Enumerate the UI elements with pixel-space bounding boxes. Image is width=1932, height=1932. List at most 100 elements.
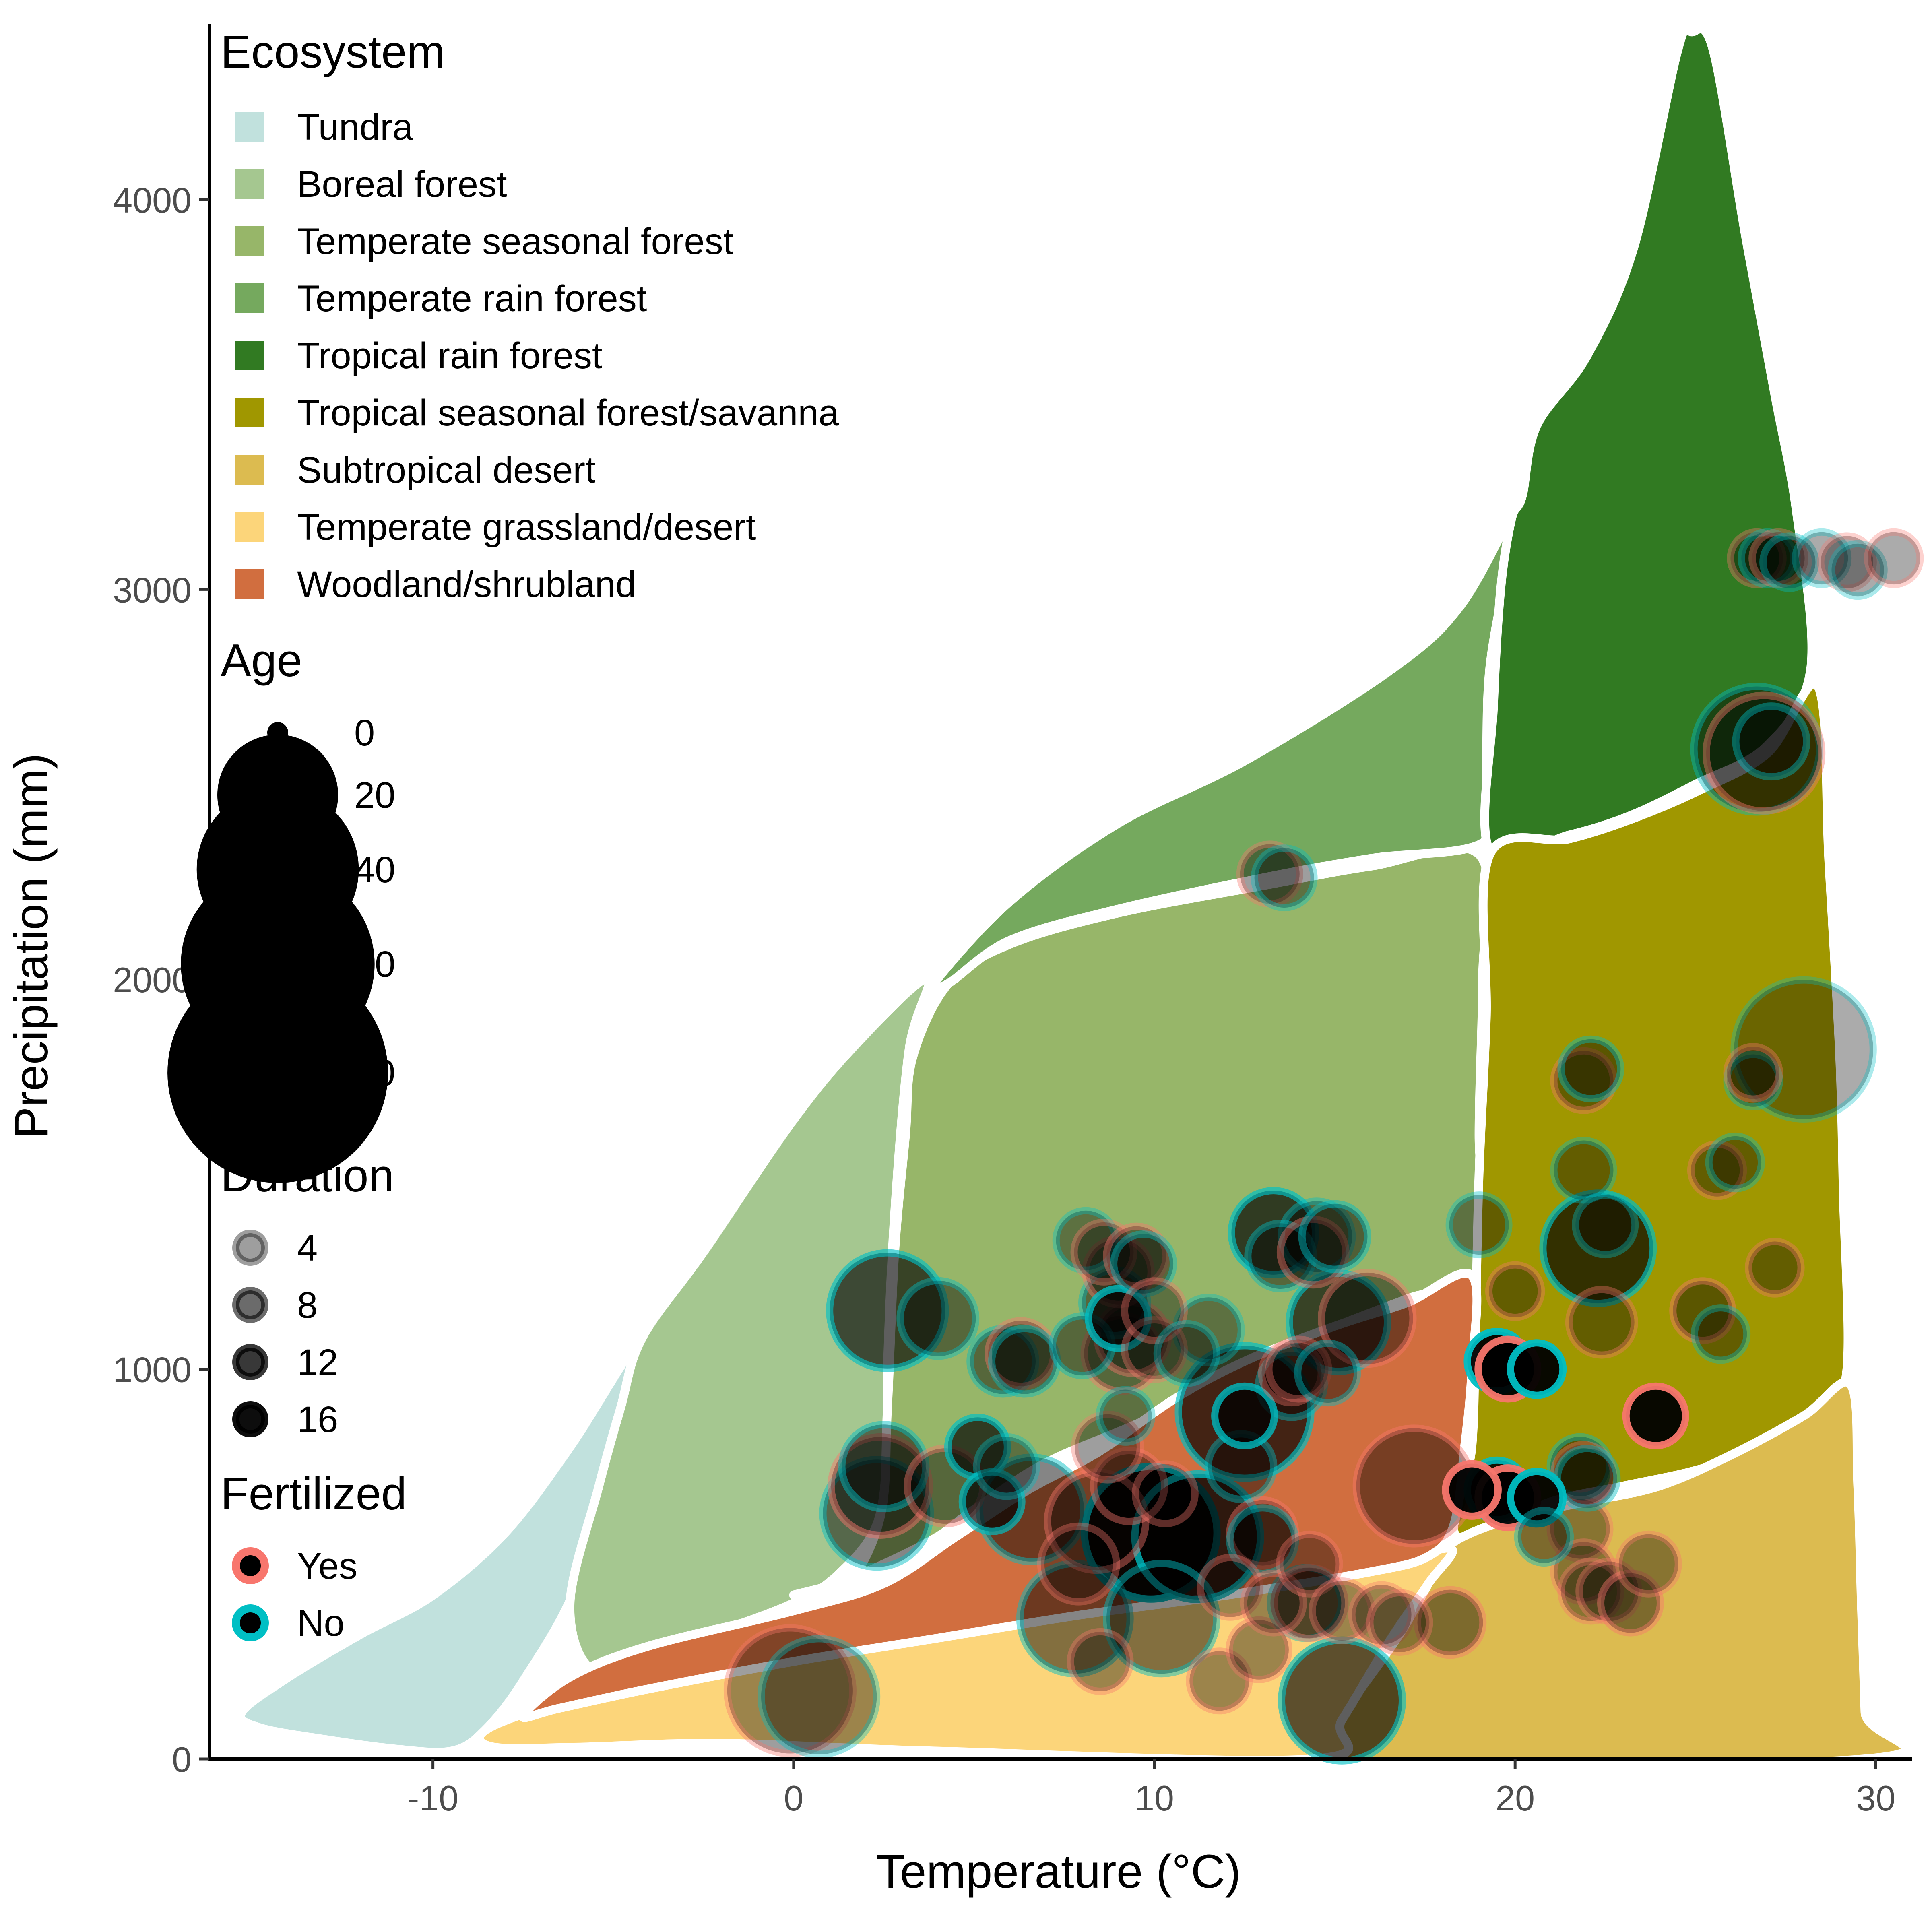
data-point — [1258, 1340, 1325, 1407]
legend-swatch-temperate-seasonal-forest — [231, 222, 268, 260]
data-point — [1550, 1047, 1617, 1114]
data-point — [1514, 1507, 1574, 1567]
data-point — [1539, 1189, 1657, 1307]
data-point — [1070, 1218, 1137, 1286]
data-point — [1546, 1433, 1614, 1500]
legend-label-tropical-rain-forest: Tropical rain forest — [297, 335, 602, 376]
x-ticks: -10 0 10 20 30 — [407, 1759, 1895, 1818]
legend-label-tropical-seasonal-forest-savanna: Tropical seasonal forest/savanna — [297, 392, 840, 433]
data-point — [1153, 1320, 1220, 1387]
data-point — [1705, 1132, 1765, 1193]
legend-label-boreal-forest: Boreal forest — [297, 164, 507, 205]
legend-age-label: 40 — [354, 849, 395, 890]
data-point — [1748, 528, 1808, 588]
legend-age-label: 60 — [354, 944, 395, 985]
y-tick-label: 0 — [172, 1740, 192, 1779]
data-point — [1103, 1560, 1220, 1678]
legend-fertilized-title: Fertilized — [221, 1468, 407, 1519]
data-point — [1575, 1558, 1643, 1625]
legend-duration-label: 12 — [297, 1342, 338, 1383]
data-point — [1622, 1382, 1689, 1449]
legend-swatch-temperate-rain-forest — [231, 279, 268, 317]
data-point — [1228, 1187, 1319, 1278]
legend-fertilized-label-no: No — [297, 1603, 345, 1644]
legend-duration-label: 4 — [297, 1228, 318, 1269]
data-point — [973, 1433, 1040, 1500]
data-point — [1298, 1200, 1371, 1273]
legend-fertilized-label-yes: Yes — [297, 1546, 357, 1587]
legend-label-tundra: Tundra — [297, 107, 413, 148]
data-point — [1244, 1220, 1317, 1293]
data-point — [1240, 1569, 1307, 1637]
data-point — [1723, 1043, 1783, 1103]
legend-swatch-woodland-shrubland — [231, 565, 268, 603]
legend-swatch-subtropical-desert — [231, 451, 268, 489]
legend-swatch-tropical-seasonal-forest-savanna — [231, 394, 268, 431]
x-axis-title: Temperature (°C) — [876, 1845, 1241, 1898]
data-point — [1225, 1616, 1292, 1683]
data-point — [1615, 1530, 1682, 1598]
legend-duration-label: 8 — [297, 1285, 318, 1326]
legend-duration-circle — [232, 1401, 268, 1437]
data-point — [1546, 1495, 1614, 1563]
data-point — [1485, 1261, 1545, 1321]
data-point — [1366, 1589, 1433, 1656]
y-ticks: 0 1000 2000 3000 4000 — [113, 180, 209, 1779]
data-point — [1597, 1569, 1664, 1637]
data-point — [966, 1325, 1040, 1398]
data-point — [1278, 1197, 1356, 1276]
data-point — [1096, 1386, 1156, 1446]
y-tick-label: 3000 — [113, 570, 192, 610]
data-point — [896, 1277, 980, 1360]
legend: Ecosystem Tundra Boreal forest Temperate se… — [167, 27, 840, 1644]
data-point — [1828, 540, 1888, 600]
data-point — [1226, 1496, 1299, 1569]
legend-label-temperate-seasonal-forest: Temperate seasonal forest — [297, 221, 733, 262]
data-point — [1276, 1216, 1350, 1289]
data-point — [1131, 1460, 1199, 1527]
legend-fertilized-yes — [232, 1547, 269, 1584]
data-point — [1226, 1504, 1299, 1577]
x-tick-label: 10 — [1135, 1778, 1174, 1818]
data-point — [827, 1433, 933, 1539]
data-point — [723, 1624, 857, 1757]
data-point — [1131, 1470, 1264, 1603]
data-point — [1071, 1410, 1144, 1484]
data-point — [1103, 1222, 1170, 1290]
data-point — [1414, 1586, 1487, 1659]
data-point — [1550, 1538, 1617, 1606]
data-point — [1669, 1277, 1736, 1344]
data-point — [1085, 1285, 1152, 1352]
legend-duration-title: Duration — [221, 1150, 394, 1201]
legend-label-temperate-grassland-desert: Temperate grassland/desert — [297, 507, 756, 548]
data-point — [758, 1635, 881, 1758]
data-point — [1067, 1628, 1134, 1695]
legend-age-title: Age — [221, 635, 302, 686]
data-point — [1318, 1269, 1417, 1368]
data-point — [1817, 532, 1877, 592]
data-point — [1507, 1339, 1567, 1399]
data-point — [1687, 1140, 1747, 1200]
data-point — [1309, 1577, 1375, 1644]
data-point — [1738, 528, 1798, 588]
x-tick-label: 20 — [1495, 1778, 1535, 1818]
data-point — [1255, 1348, 1328, 1421]
legend-ecosystem-title: Ecosystem — [221, 27, 445, 78]
y-tick-label: 2000 — [113, 960, 192, 1000]
y-axis-title: Precipitation (mm) — [5, 753, 58, 1138]
data-point — [1278, 1636, 1406, 1765]
data-point — [985, 1317, 1057, 1390]
data-point — [1550, 1137, 1617, 1204]
data-point — [1442, 1460, 1502, 1520]
data-point — [988, 1325, 1061, 1398]
data-point — [1690, 1304, 1751, 1364]
legend-duration-label: 16 — [297, 1399, 338, 1440]
data-point — [1864, 528, 1924, 588]
data-point — [1197, 1554, 1264, 1621]
data-point — [1557, 1035, 1624, 1102]
legend-age-label: 0 — [354, 712, 375, 753]
data-point — [1723, 1051, 1783, 1110]
data-point — [819, 1456, 934, 1571]
data-point — [1759, 532, 1819, 592]
